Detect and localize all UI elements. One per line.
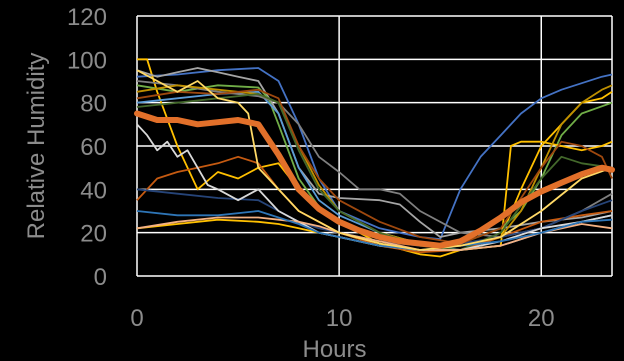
series-line-11 (136, 88, 613, 245)
y-tick-label: 60 (80, 134, 107, 161)
x-tick-label: 20 (528, 305, 555, 332)
y-axis-ticks: 0 20 40 60 80 100 120 (67, 4, 107, 291)
series-line-9 (136, 84, 613, 247)
y-tick-label: 0 (94, 264, 107, 291)
series-line-13 (136, 123, 613, 251)
mean-series-line (134, 110, 615, 249)
y-tick-label: 100 (67, 47, 107, 74)
data-series (134, 58, 615, 258)
y-tick-label: 20 (80, 221, 107, 248)
series-line-3 (136, 67, 613, 238)
y-axis-title: Relative Humidity (23, 53, 50, 240)
series-line-15 (136, 210, 613, 251)
x-tick-label: 0 (130, 305, 143, 332)
y-tick-label: 80 (80, 91, 107, 118)
series-line-16 (136, 69, 613, 251)
series-line-12 (136, 93, 613, 251)
x-axis-title: Hours (302, 336, 366, 361)
x-tick-label: 10 (326, 305, 353, 332)
y-tick-label: 40 (80, 177, 107, 204)
x-axis-ticks: 0 10 20 (130, 305, 554, 332)
y-tick-label: 120 (67, 4, 107, 31)
